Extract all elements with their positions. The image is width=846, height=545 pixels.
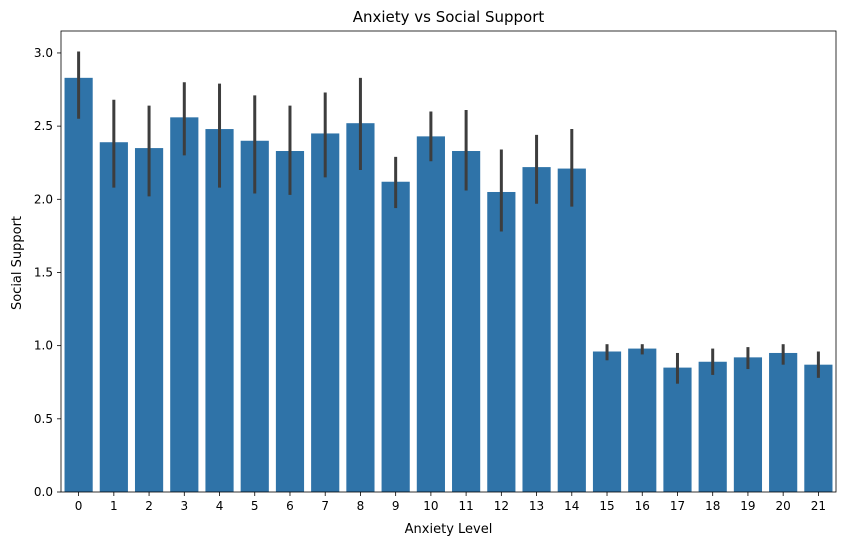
x-tick-label: 13 xyxy=(529,499,544,513)
x-tick-label: 14 xyxy=(564,499,579,513)
y-tick-label: 1.0 xyxy=(34,339,53,353)
bar-16 xyxy=(628,348,657,492)
y-axis-label: Social Support xyxy=(10,216,25,310)
bar-12 xyxy=(487,191,516,492)
y-tick-label: 2.0 xyxy=(34,192,53,206)
x-tick-label: 20 xyxy=(776,499,791,513)
x-tick-label: 9 xyxy=(392,499,400,513)
bar-3 xyxy=(170,117,199,492)
y-tick-label: 3.0 xyxy=(34,46,53,60)
y-tick-label: 1.5 xyxy=(34,265,53,279)
bar-9 xyxy=(381,181,410,492)
bar-10 xyxy=(416,136,445,492)
error-bars-group xyxy=(77,51,820,384)
x-tick-label: 4 xyxy=(216,499,224,513)
x-tick-label: 19 xyxy=(740,499,755,513)
bar-1 xyxy=(99,142,128,492)
x-axis-label: Anxiety Level xyxy=(405,522,493,537)
x-tick-label: 15 xyxy=(599,499,614,513)
x-tick-label: 2 xyxy=(145,499,153,513)
bar-4 xyxy=(205,129,234,493)
bar-15 xyxy=(592,351,622,492)
x-tick-label: 11 xyxy=(458,499,473,513)
x-tick-label: 18 xyxy=(705,499,720,513)
bar-0 xyxy=(64,77,93,492)
bar-6 xyxy=(275,151,305,492)
x-tick-label: 1 xyxy=(110,499,118,513)
y-tick-label: 0.5 xyxy=(34,412,53,426)
bar-14 xyxy=(557,168,586,493)
bar-7 xyxy=(311,133,340,492)
x-tick-label: 7 xyxy=(321,499,329,513)
x-tick-label: 16 xyxy=(635,499,650,513)
bar-20 xyxy=(769,352,798,492)
x-tick-label: 5 xyxy=(251,499,259,513)
bar-8 xyxy=(346,123,375,492)
y-tick-label: 2.5 xyxy=(34,119,53,133)
x-tick-label: 10 xyxy=(423,499,438,513)
x-tick-label: 0 xyxy=(75,499,83,513)
x-tick-label: 6 xyxy=(286,499,294,513)
bar-2 xyxy=(134,148,164,493)
bar-11 xyxy=(452,151,481,492)
y-tick-label: 0.0 xyxy=(34,485,53,499)
plot-frame xyxy=(60,30,837,493)
chart-title: Anxiety vs Social Support xyxy=(353,8,545,26)
y-axis: 0.0 0.5 1.0 1.5 2.0 2.5 3.0 xyxy=(34,46,61,499)
x-tick-label: 17 xyxy=(670,499,685,513)
bar-18 xyxy=(698,361,727,492)
bar-13 xyxy=(522,167,551,492)
bar-21 xyxy=(804,364,833,492)
x-axis: 0 1 2 3 4 5 6 7 8 9 10 11 12 13 14 15 16 17 18 19 20 21 xyxy=(75,492,826,513)
x-tick-label: 12 xyxy=(494,499,509,513)
bar-5 xyxy=(240,140,269,492)
x-tick-label: 8 xyxy=(357,499,365,513)
bar-17 xyxy=(663,367,692,492)
x-tick-label: 3 xyxy=(180,499,188,513)
bar-19 xyxy=(733,357,763,492)
bars-group xyxy=(64,77,833,493)
x-tick-label: 21 xyxy=(811,499,826,513)
